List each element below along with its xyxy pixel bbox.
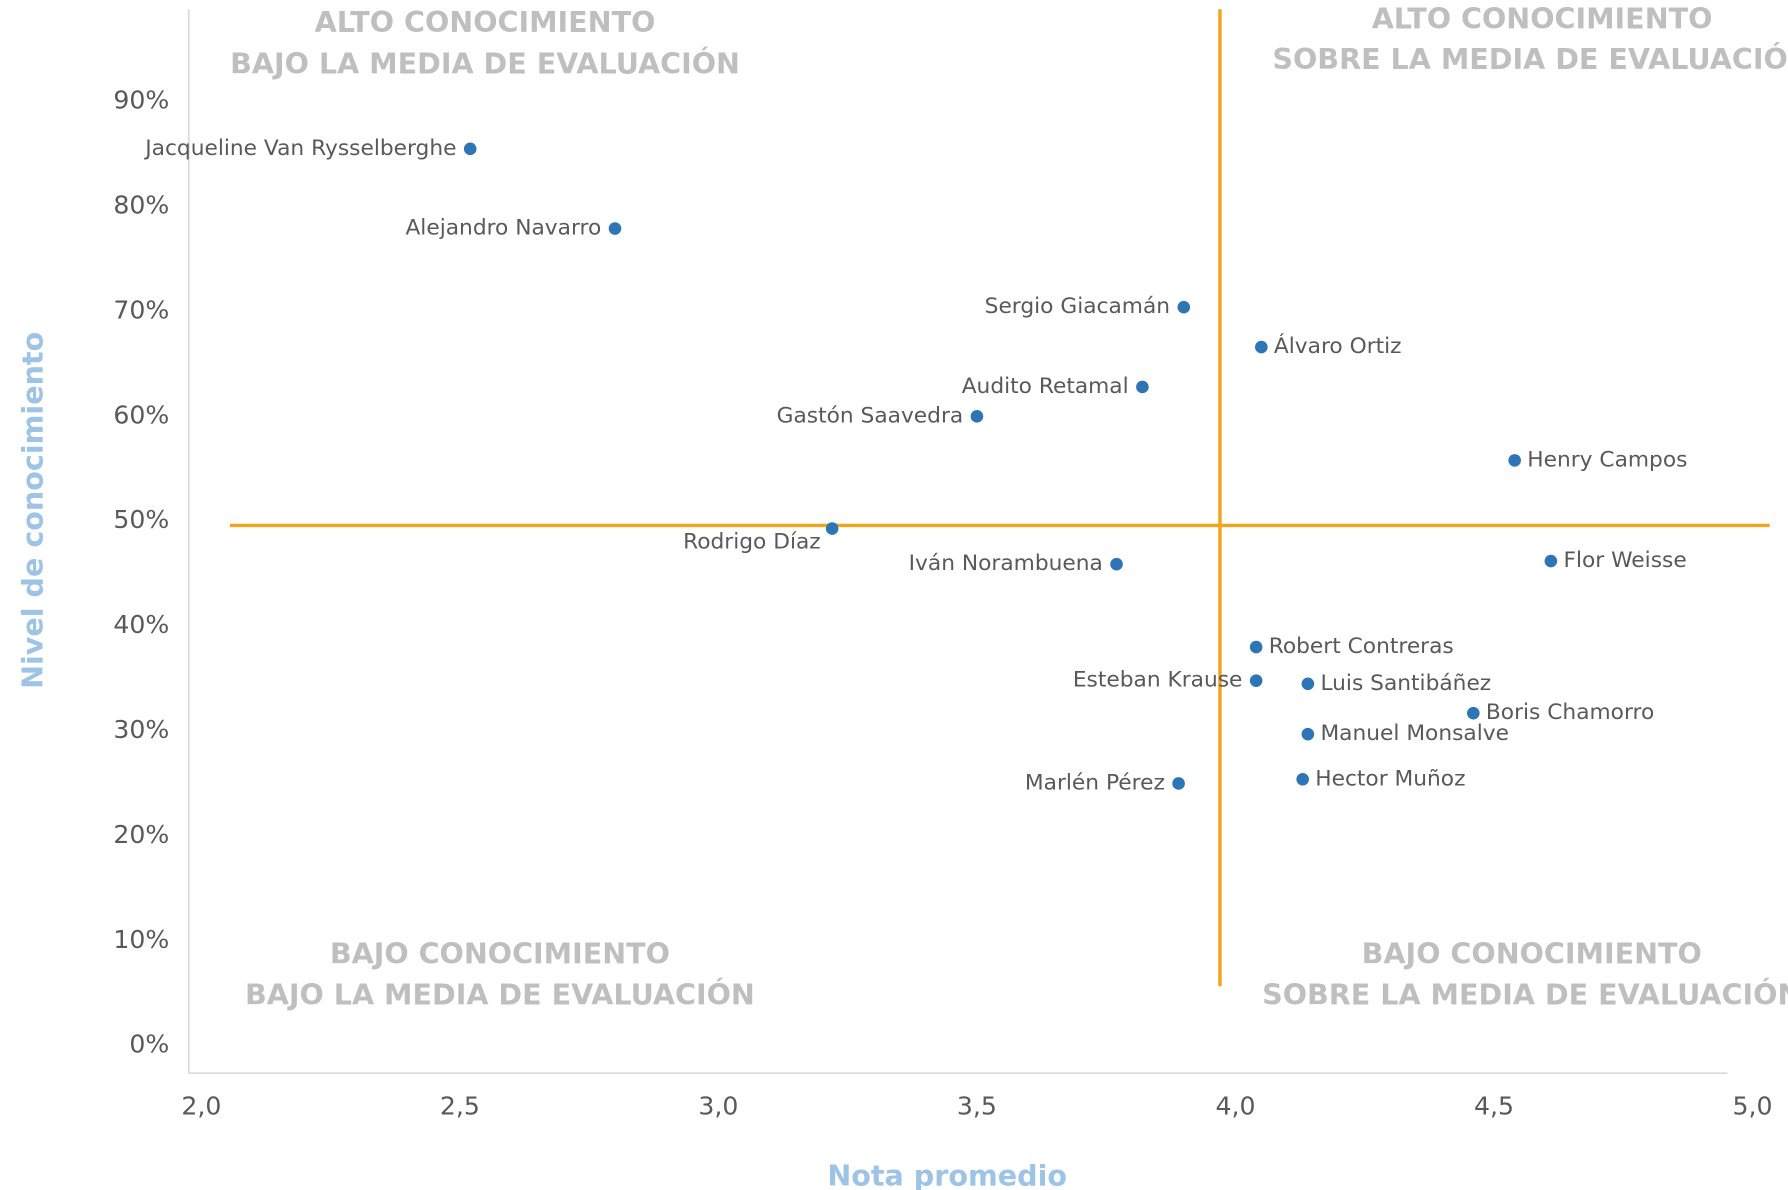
point — [1296, 772, 1309, 786]
point — [463, 142, 477, 156]
point — [1301, 677, 1315, 691]
point — [1255, 340, 1268, 354]
y-tick-label: 80% — [113, 191, 169, 220]
point-label: Manuel Monsalve — [1320, 721, 1509, 746]
y-tick-label: 0% — [129, 1030, 169, 1059]
point — [1544, 554, 1558, 568]
x-tick-label: 3,0 — [698, 1091, 738, 1120]
y-tick-label: 40% — [113, 610, 169, 639]
point-label: Robert Contreras — [1269, 634, 1454, 659]
quadrant-label: ALTO CONOCIMIENTO — [1372, 2, 1713, 36]
quadrant-label: ALTO CONOCIMIENTO — [315, 5, 656, 39]
point — [1110, 557, 1123, 571]
point — [1172, 777, 1185, 790]
point-label: Iván Norambuena — [909, 551, 1103, 576]
quadrant-label: BAJO LA MEDIA DE EVALUACIÓN — [230, 46, 740, 80]
point-label: Luis Santibáñez — [1320, 671, 1491, 696]
point-label: Álvaro Ortiz — [1274, 333, 1402, 359]
x-tick-label: 2,0 — [181, 1091, 221, 1120]
y-tick-label: 60% — [113, 400, 169, 429]
point-label: Hector Muñoz — [1315, 766, 1465, 791]
y-tick-label: 20% — [113, 820, 169, 849]
y-tick-label: 10% — [113, 925, 169, 954]
x-tick-label: 4,5 — [1474, 1091, 1514, 1120]
point-label: Sergio Giacamán — [985, 294, 1170, 319]
x-axis-title: Nota promedio — [827, 1158, 1067, 1190]
point-label: Esteban Krause — [1073, 668, 1243, 693]
point-label: Henry Campos — [1527, 447, 1687, 472]
point-label: Audito Retamal — [962, 374, 1129, 399]
quadrant-label: BAJO LA MEDIA DE EVALUACIÓN — [245, 978, 755, 1012]
point — [1301, 727, 1315, 741]
point-label: Boris Chamorro — [1486, 700, 1654, 725]
x-tick-label: 4,0 — [1215, 1091, 1255, 1120]
point — [825, 522, 839, 535]
point — [1467, 706, 1480, 720]
point-label: Jacqueline Van Rysselberghe — [143, 136, 456, 161]
point — [1249, 674, 1263, 687]
point — [1249, 640, 1263, 654]
point — [1177, 300, 1191, 314]
point-label: Flor Weisse — [1563, 548, 1686, 573]
quadrant-label: BAJO CONOCIMIENTO — [1362, 936, 1702, 970]
quadrant-label: SOBRE LA MEDIA DE EVALUACIÓN — [1272, 42, 1788, 76]
point — [1508, 454, 1521, 467]
point — [970, 410, 984, 423]
y-axis-title: Nivel de conocimiento — [15, 332, 49, 689]
quadrant-label: BAJO CONOCIMIENTO — [330, 936, 670, 970]
point — [1136, 380, 1149, 394]
y-tick-label: 50% — [113, 505, 169, 534]
x-tick-label: 5,0 — [1733, 1091, 1773, 1120]
point-label: Marlén Pérez — [1025, 770, 1165, 795]
point-label: Rodrigo Díaz — [683, 529, 821, 554]
y-tick-label: 30% — [113, 715, 169, 744]
point — [608, 222, 622, 235]
y-tick-label: 70% — [113, 295, 169, 324]
y-tick-label: 90% — [113, 86, 169, 115]
point-label: Alejandro Navarro — [405, 216, 601, 241]
quadrant-label: SOBRE LA MEDIA DE EVALUACIÓN — [1262, 978, 1788, 1012]
point-label: Gastón Saavedra — [777, 403, 964, 428]
x-tick-label: 3,5 — [957, 1091, 997, 1120]
x-tick-label: 2,5 — [440, 1091, 480, 1120]
